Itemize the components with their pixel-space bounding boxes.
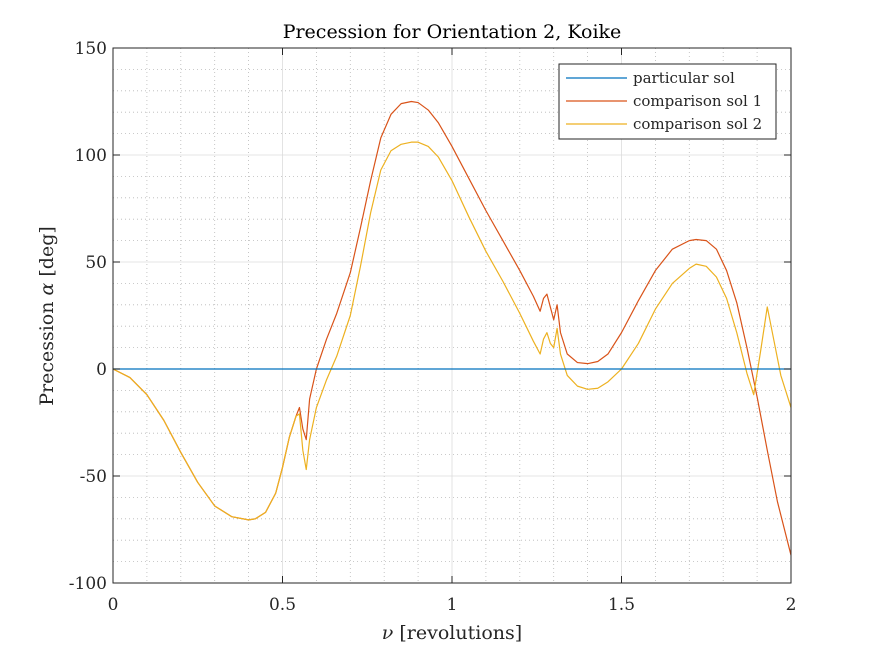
x-axis-text: [revolutions] (393, 622, 522, 644)
y-axis-text: Precession (36, 295, 58, 405)
axis-ticks (112, 47, 792, 584)
y-tick-label: 0 (96, 360, 107, 380)
series-line-comparison-sol-2 (112, 141, 792, 521)
legend-label-comparison-sol-2: comparison sol 2 (633, 115, 762, 133)
y-axis-unit: [deg] (36, 226, 58, 282)
x-tick-labels: 0 0.5 1 1.5 2 (108, 595, 797, 615)
x-tick-label: 1.5 (608, 595, 635, 615)
minor-grid (113, 48, 791, 583)
y-tick-labels: -100 -50 0 50 100 150 (69, 39, 107, 594)
x-axis-label: ν [revolutions] (382, 622, 522, 644)
y-tick-label: 100 (75, 146, 107, 166)
x-tick-label: 0.5 (269, 595, 296, 615)
x-tick-label: 2 (786, 595, 797, 615)
y-axis-symbol: α (36, 282, 58, 295)
legend: particular sol comparison sol 1 comparis… (558, 63, 777, 140)
x-tick-label: 0 (108, 595, 119, 615)
y-axis-label: Precession α [deg] (36, 226, 58, 406)
series-layer (112, 100, 792, 556)
y-tick-label: -100 (69, 574, 107, 594)
y-tick-label: -50 (80, 467, 107, 487)
legend-label-particular-sol: particular sol (633, 69, 735, 87)
x-axis-symbol: ν (382, 622, 394, 644)
y-tick-label: 150 (75, 39, 107, 59)
legend-label-comparison-sol-1: comparison sol 1 (633, 92, 762, 110)
y-tick-label: 50 (85, 253, 107, 273)
x-tick-label: 1 (447, 595, 458, 615)
chart-title: Precession for Orientation 2, Koike (283, 21, 622, 43)
